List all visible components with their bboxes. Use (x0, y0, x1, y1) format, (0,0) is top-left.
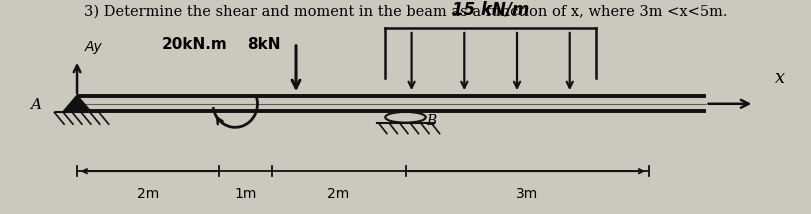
Text: B: B (426, 114, 436, 128)
Text: 8kN: 8kN (247, 37, 281, 52)
Text: A: A (30, 98, 41, 112)
Text: 1m: 1m (234, 187, 256, 201)
Text: 20kN.m: 20kN.m (162, 37, 228, 52)
Text: Ay: Ay (85, 40, 103, 54)
Text: 3) Determine the shear and moment in the beam as a function of x, where 3m <x<5m: 3) Determine the shear and moment in the… (84, 4, 727, 18)
Text: 2m: 2m (328, 187, 350, 201)
Text: 2m: 2m (137, 187, 159, 201)
Polygon shape (62, 95, 92, 112)
Text: 3m: 3m (516, 187, 539, 201)
Text: x: x (775, 69, 784, 87)
Text: 15 kN/m: 15 kN/m (452, 1, 530, 19)
